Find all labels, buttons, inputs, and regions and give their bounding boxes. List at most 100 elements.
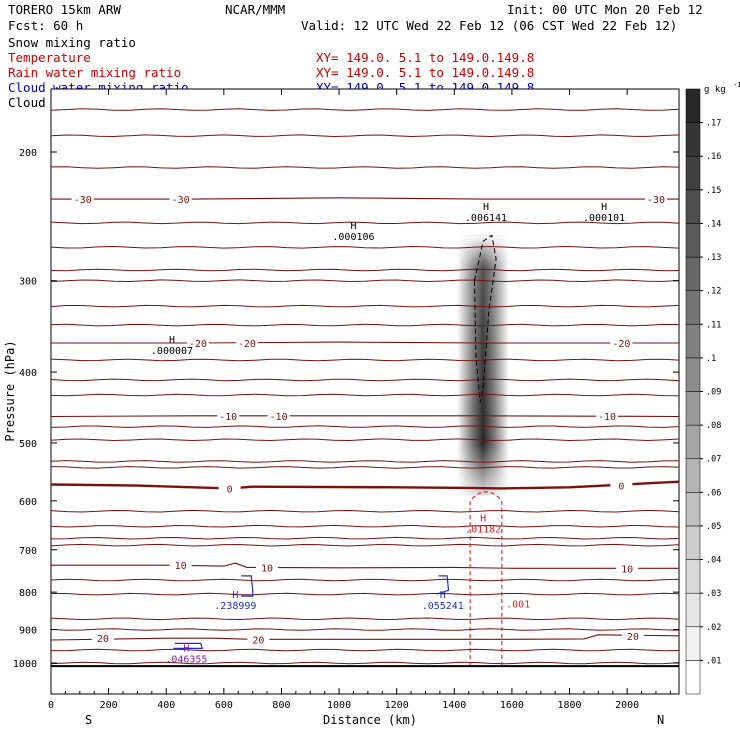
colorbar-tick-label: .11: [706, 320, 721, 330]
isotherm-label-bg: [235, 337, 258, 349]
isotherm-line: [51, 578, 679, 582]
isotherm-line: [51, 536, 679, 540]
y-tick-label: 500: [19, 439, 37, 450]
extreme-value: .000101: [583, 213, 625, 224]
extreme-marker: H: [232, 590, 238, 601]
valid-time: Valid: 12 UTC Wed 22 Feb 12 (06 CST Wed …: [301, 18, 677, 33]
isotherm-line: [51, 245, 679, 249]
isotherm-label: 20: [252, 635, 264, 646]
isotherm-line: [51, 648, 679, 652]
isotherm-label-bg: [610, 337, 633, 349]
isotherm-label-bg: [169, 193, 192, 205]
extreme-value: .000106: [332, 232, 374, 243]
colorbar-tick-label: .1: [706, 354, 716, 364]
isotherm-label: 10: [621, 564, 633, 575]
isotherm-line: [51, 628, 679, 631]
colorbar-bin: [685, 458, 701, 493]
model-title: TORERO 15km ARW: [8, 2, 121, 17]
extreme-marker: H: [183, 644, 189, 655]
x-tick-label: 600: [215, 700, 233, 711]
colorbar-bin: [685, 592, 701, 628]
isotherm-0: [51, 480, 679, 490]
isotherm-label-bg: [247, 633, 270, 645]
rain-contour: [469, 491, 503, 667]
isotherm-label: 20: [627, 632, 639, 643]
isotherm-line: [51, 425, 679, 428]
isotherm-label-bg: [616, 562, 639, 574]
y-tick-label: 1000: [13, 659, 37, 670]
isotherm-label: -10: [219, 412, 237, 423]
isotherm-line: [51, 279, 679, 283]
colorbar-bin: [685, 189, 701, 224]
colorbar-bin: [685, 290, 701, 325]
isotherm-line: [51, 393, 679, 397]
extreme-value: .055241: [422, 601, 464, 612]
rain-contour-label: .001: [506, 600, 530, 611]
cloud-water-contour: [173, 642, 203, 649]
colorbar-tick-label: .03: [706, 589, 721, 599]
isotherm-label-bg: [644, 193, 667, 205]
isotherm-label-bg: [621, 629, 644, 641]
forecast-hour: Fcst: 60 h: [8, 18, 83, 33]
colorbar-tick-label: .14: [706, 219, 721, 229]
isotherm-line: [51, 221, 679, 225]
colorbar-tick-label: .09: [706, 388, 721, 398]
colorbar-bin: [685, 492, 701, 527]
x-tick-label: 2000: [615, 700, 639, 711]
extreme-marker: H: [601, 202, 607, 213]
y-tick-label: 400: [19, 368, 37, 379]
colorbar-bin: [685, 626, 701, 661]
legend-label: Rain water mixing ratio: [8, 65, 181, 80]
colorbar-tick-label: .06: [706, 488, 721, 498]
y-tick-label: 900: [19, 626, 37, 637]
colorbar-bin: [685, 122, 701, 157]
isotherm-line: [51, 460, 679, 463]
legend-label: Snow mixing ratio: [8, 35, 136, 50]
isotherm-label: -30: [647, 195, 665, 206]
y-tick-label: 700: [19, 546, 37, 557]
colorbar-bin: [685, 424, 701, 459]
cloud-ice-contour: [473, 234, 497, 403]
isotherm-line: [51, 661, 679, 665]
x-tick-label: 400: [157, 700, 175, 711]
south-label: S: [85, 713, 92, 727]
colorbar-tick-label: .07: [706, 455, 721, 465]
colorbar-unit-exponent: -1: [733, 81, 740, 89]
legend-xy: XY= 149.0. 5.1 to 149.0.149.8: [316, 50, 534, 65]
y-tick-label: 300: [19, 277, 37, 288]
colorbar-bin: [685, 357, 701, 392]
plot-frame: [50, 88, 680, 695]
isotherm-label: 10: [175, 561, 187, 572]
colorbar-tick-label: .15: [706, 186, 721, 196]
colorbar-bin: [685, 525, 701, 560]
x-tick-label: 1800: [557, 700, 581, 711]
isotherm-line: [51, 509, 679, 513]
colorbar-unit: g kg: [704, 85, 726, 95]
extreme-marker: H: [480, 513, 486, 524]
north-label: N: [657, 713, 664, 727]
isotherm-label-bg: [267, 409, 290, 421]
isotherm-label-bg: [595, 409, 618, 421]
isotherm-line: [51, 378, 679, 382]
colorbar-bin: [685, 155, 701, 191]
isotherm-label-bg: [71, 193, 94, 205]
isotherm-line: [51, 617, 679, 621]
extreme-marker: H: [483, 202, 489, 213]
x-tick-label: 1200: [385, 700, 409, 711]
colorbar-bin: [685, 324, 701, 359]
isotherm-label: -30: [172, 195, 190, 206]
isotherm-line: [51, 304, 679, 308]
y-axis-label: Pressure (hPa): [3, 340, 17, 441]
x-tick-label: 1400: [442, 700, 466, 711]
isotherm-label-bg: [169, 559, 192, 571]
isotherm-20: [51, 634, 679, 641]
y-tick-label: 800: [19, 588, 37, 599]
isotherm-label: -20: [612, 339, 630, 350]
isotherm-line: [51, 268, 679, 272]
extreme-value: .000007: [151, 346, 193, 357]
colorbar-tick-label: .08: [706, 421, 721, 431]
isotherm-label-bg: [256, 561, 279, 573]
isotherm-label: 0: [618, 482, 624, 493]
isotherm-label-bg: [610, 479, 633, 491]
